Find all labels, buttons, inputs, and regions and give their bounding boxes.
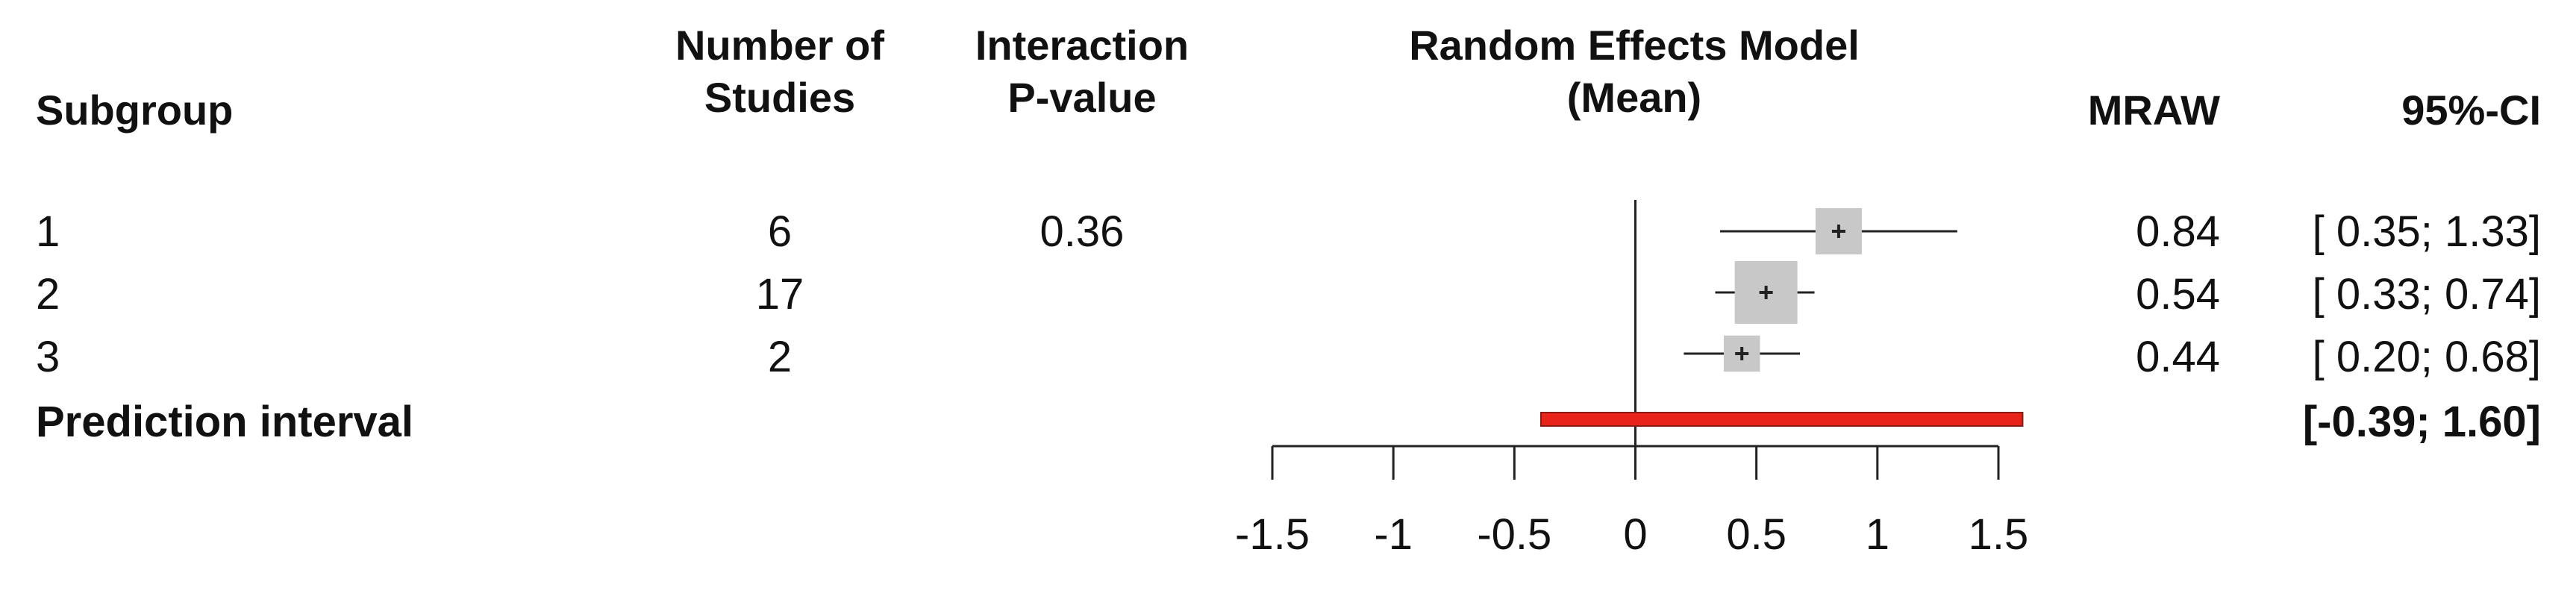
row-3-ci: [ 0.20; 0.68]	[2312, 333, 2541, 381]
x-tick-label-3: 0	[1623, 510, 1647, 559]
header-model-line2: (Mean)	[1566, 74, 1702, 121]
header-interaction-line2: P-value	[1007, 74, 1157, 121]
header-number-of-studies-line2: Studies	[704, 74, 856, 121]
prediction-interval-label: Prediction interval	[36, 398, 414, 446]
header-interaction-p-value: Interaction P-value	[975, 19, 1189, 124]
header-number-of-studies-line1: Number of	[675, 22, 884, 69]
x-tick-label-5: 1	[1866, 510, 1889, 559]
row-2-ci: [ 0.33; 0.74]	[2312, 270, 2541, 319]
row-2-subgroup: 2	[36, 270, 60, 319]
prediction-interval-bar	[1540, 412, 2024, 427]
x-tick-label-6: 1.5	[1969, 510, 2029, 559]
prediction-interval-ci: [-0.39; 1.60]	[2302, 398, 2541, 446]
row-3-n-studies: 2	[767, 333, 793, 381]
header-subgroup: Subgroup	[36, 87, 234, 134]
row-2-mraw: 0.54	[2136, 270, 2220, 319]
row-1-ci: [ 0.35; 1.33]	[2312, 207, 2541, 256]
row-1-subgroup: 1	[36, 207, 60, 256]
row-3-mraw: 0.44	[2136, 333, 2220, 381]
x-tick-label-0: -1.5	[1235, 510, 1310, 559]
header-interaction-line1: Interaction	[975, 22, 1189, 69]
header-95-ci: 95%-CI	[2401, 87, 2541, 134]
row-1-mraw: 0.84	[2136, 207, 2220, 256]
row-3-subgroup: 3	[36, 333, 60, 381]
x-tick-label-2: -0.5	[1477, 510, 1551, 559]
header-number-of-studies: Number of Studies	[675, 19, 884, 124]
header-mraw: MRAW	[2087, 87, 2220, 134]
row-2-n-studies: 17	[755, 270, 804, 319]
x-tick-label-1: -1	[1374, 510, 1413, 559]
row-1-interaction-p: 0.36	[1040, 207, 1125, 256]
header-random-effects-model: Random Effects Model (Mean)	[1409, 19, 1860, 124]
header-model-line1: Random Effects Model	[1409, 22, 1860, 69]
x-tick-label-4: 0.5	[1726, 510, 1786, 559]
row-1-n-studies: 6	[767, 207, 793, 256]
